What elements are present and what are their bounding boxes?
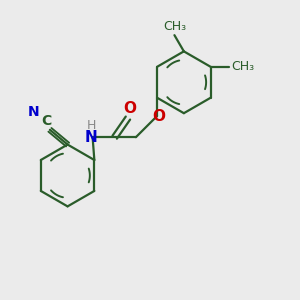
Text: O: O [152,109,165,124]
Text: CH₃: CH₃ [231,60,254,73]
Text: N: N [28,105,40,118]
Text: N: N [85,130,98,145]
Text: C: C [41,114,51,128]
Text: O: O [123,101,136,116]
Text: CH₃: CH₃ [163,20,186,33]
Text: H: H [86,119,96,132]
